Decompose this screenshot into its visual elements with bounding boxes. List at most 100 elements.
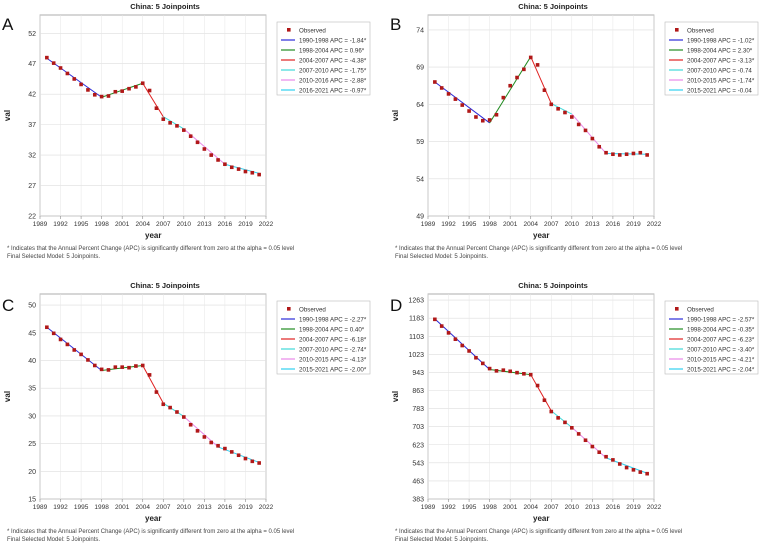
y-tick-label: 54 xyxy=(416,176,424,183)
x-tick-label: 1992 xyxy=(441,504,456,511)
y-tick-label: 47 xyxy=(28,61,36,68)
y-tick-label: 30 xyxy=(28,413,36,420)
observed-point xyxy=(474,355,478,360)
legend-entry: 2007-2010 APC = -3.40* xyxy=(687,346,755,353)
y-tick-label: 40 xyxy=(28,358,36,365)
observed-point xyxy=(223,446,227,451)
x-tick-label: 1992 xyxy=(441,221,456,228)
legend-marker-observed xyxy=(675,28,679,32)
x-tick-label: 2010 xyxy=(177,221,192,228)
y-axis-label: val xyxy=(391,110,400,121)
y-tick-label: 69 xyxy=(416,65,424,72)
observed-point xyxy=(134,85,138,89)
legend-entry: 2010-2015 APC = -4.13* xyxy=(299,356,367,363)
x-tick-label: 2019 xyxy=(238,221,253,228)
legend-entry: 2004-2007 APC = -4.38* xyxy=(299,57,367,64)
y-tick-label: 20 xyxy=(28,469,36,476)
chart-title: China: 5 Joinpoints xyxy=(130,281,200,290)
fit-segment-4 xyxy=(550,410,573,428)
observed-point xyxy=(65,71,70,76)
observed-point xyxy=(51,331,56,336)
fit-segment-1 xyxy=(434,81,490,124)
observed-point xyxy=(182,128,186,132)
observed-point xyxy=(453,337,458,342)
observed-point xyxy=(474,115,478,119)
observed-point xyxy=(99,367,104,372)
y-tick-label: 59 xyxy=(416,139,424,146)
observed-point xyxy=(494,112,499,117)
x-tick-label: 2007 xyxy=(156,221,171,228)
observed-point xyxy=(113,365,118,369)
chart-panel-c: C China: 5 Joinpoints 15 20 25 30 35 40 45 50 1989… xyxy=(2,281,371,543)
x-tick-label: 2013 xyxy=(197,504,212,511)
observed-point xyxy=(236,453,241,458)
observed-point xyxy=(570,426,574,430)
legend-entry: 2007-2010 APC = -1.75* xyxy=(299,67,367,74)
observed-point xyxy=(250,459,255,464)
y-tick-label: 37 xyxy=(28,122,36,129)
observed-point xyxy=(439,324,444,328)
y-tick-label: 623 xyxy=(412,442,424,449)
observed-point xyxy=(257,461,261,465)
legend-entry: 2015-2021 APC = -0.04 xyxy=(687,87,752,94)
fit-segment-4 xyxy=(551,103,573,115)
observed-point xyxy=(522,371,526,376)
x-tick-label: 2016 xyxy=(606,504,621,511)
x-tick-label: 2022 xyxy=(259,221,274,228)
observed-point xyxy=(590,444,595,449)
y-tick-label: 74 xyxy=(416,27,424,34)
x-tick-label: 1998 xyxy=(94,221,109,228)
observed-point xyxy=(106,94,111,98)
observed-point xyxy=(113,89,118,94)
observed-point xyxy=(72,77,77,81)
y-tick-label: 49 xyxy=(416,214,424,221)
x-axis-label: year xyxy=(145,514,161,523)
observed-point xyxy=(522,67,526,72)
observed-point xyxy=(257,172,261,177)
observed-point xyxy=(528,55,533,60)
observed-point xyxy=(147,88,152,93)
chart-title: China: 5 Joinpoints xyxy=(518,281,588,290)
y-tick-label: 1263 xyxy=(408,298,424,305)
observed-point xyxy=(645,471,649,476)
x-tick-label: 2004 xyxy=(135,504,150,511)
observed-point xyxy=(597,450,602,455)
fit-segment-4 xyxy=(163,116,185,130)
observed-point xyxy=(168,121,172,125)
x-tick-label: 2022 xyxy=(647,504,662,511)
observed-point xyxy=(535,63,540,67)
legend-marker-observed xyxy=(287,28,291,32)
observed-point xyxy=(92,92,97,97)
x-tick-label: 2001 xyxy=(503,221,518,228)
x-tick-label: 1995 xyxy=(462,221,477,228)
legend-box xyxy=(664,300,759,375)
legend-entry: 1998-2004 APC = -0.35* xyxy=(687,326,755,333)
observed-point xyxy=(576,432,581,436)
legend-entry: 1990-1998 APC = -2.27* xyxy=(299,316,367,323)
legend-entry: 1998-2004 APC = 0.96* xyxy=(299,47,365,54)
footnote-line-2: Final Selected Model: 5 Joinpoints. xyxy=(7,537,100,543)
x-axis-label: year xyxy=(533,514,549,523)
legend-entry: 1990-1998 APC = -2.57* xyxy=(687,316,755,323)
x-tick-label: 1995 xyxy=(74,221,89,228)
x-tick-label: 2007 xyxy=(156,504,171,511)
fit-segment-4 xyxy=(163,402,185,417)
observed-point xyxy=(45,55,49,60)
x-tick-label: 2013 xyxy=(585,221,600,228)
observed-point xyxy=(195,140,200,145)
observed-point xyxy=(638,470,643,474)
x-tick-label: 2016 xyxy=(606,221,621,228)
observed-point xyxy=(243,169,248,174)
observed-point xyxy=(154,390,159,394)
observed-point xyxy=(433,317,437,322)
observed-point xyxy=(515,75,519,80)
observed-point xyxy=(140,81,145,86)
x-tick-label: 2007 xyxy=(544,221,559,228)
legend-box xyxy=(276,300,371,375)
observed-point xyxy=(638,150,643,155)
y-tick-label: 35 xyxy=(28,386,36,393)
observed-point xyxy=(515,370,519,375)
legend-box xyxy=(276,21,371,96)
observed-point xyxy=(209,153,214,157)
